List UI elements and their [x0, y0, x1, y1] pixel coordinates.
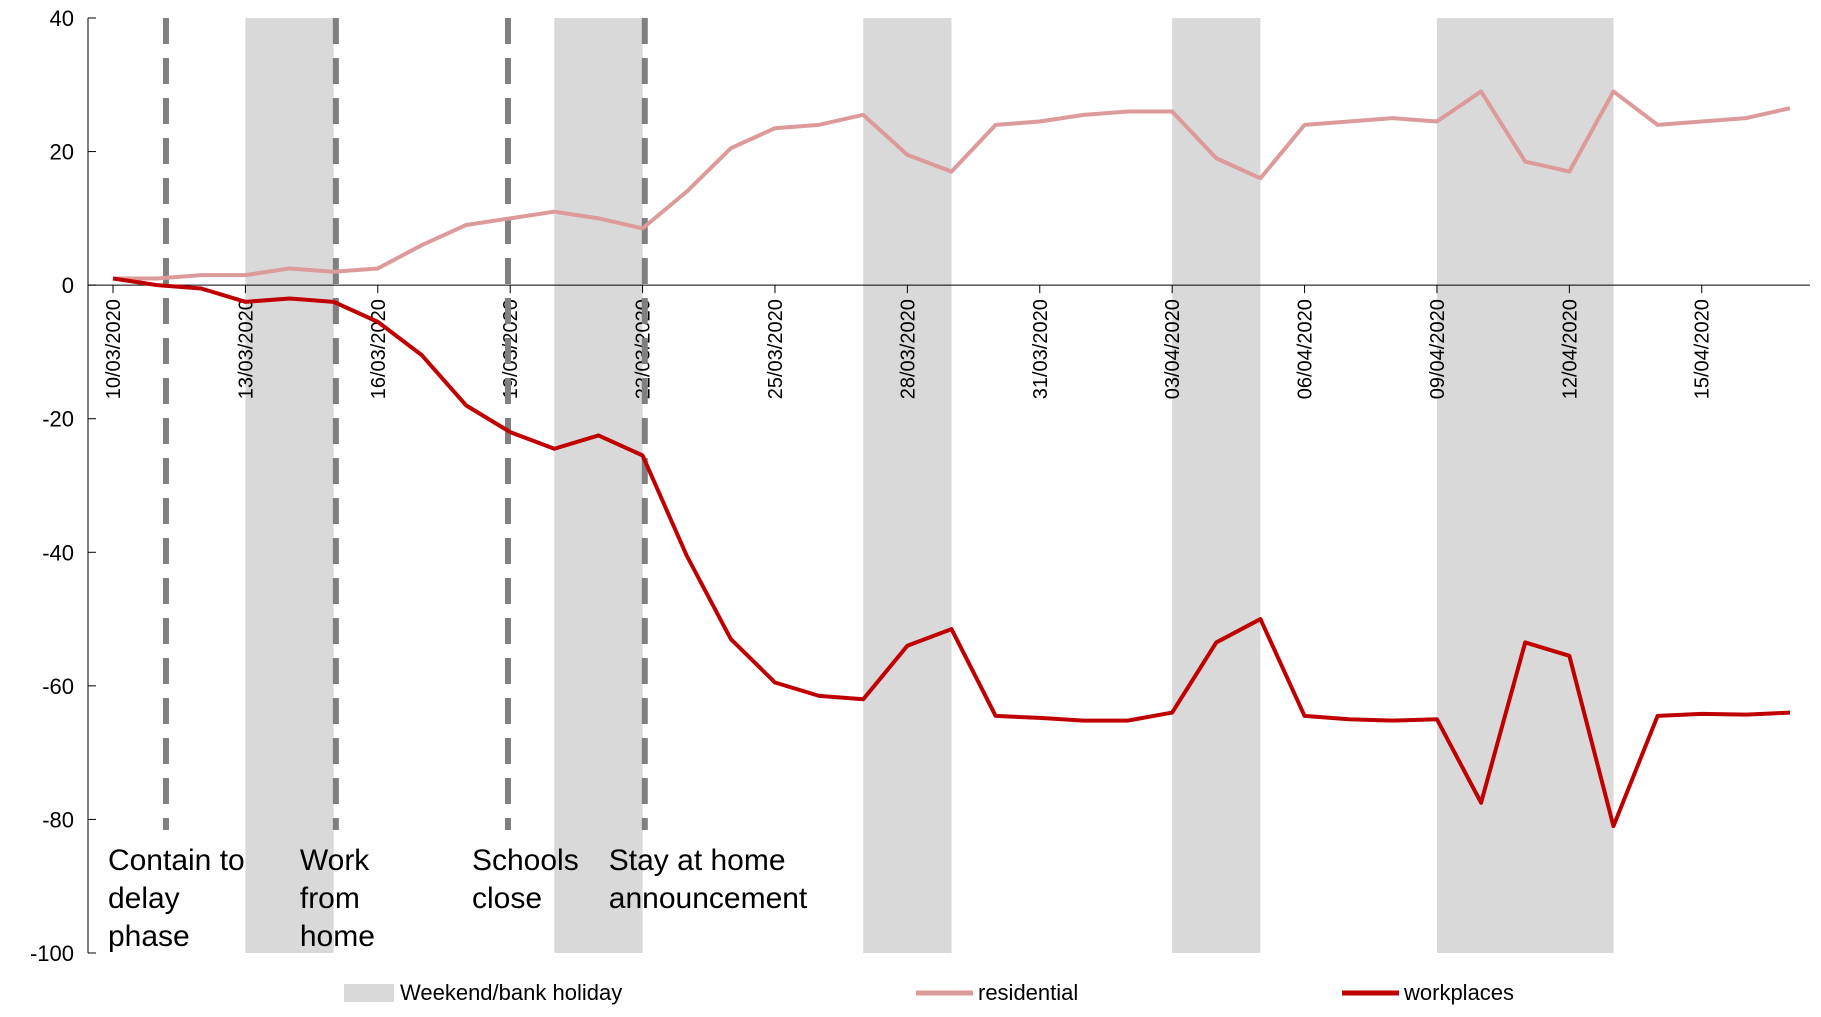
weekend-band-0: [245, 18, 334, 953]
y-tick-label: 20: [50, 140, 74, 165]
weekend-band-2: [863, 18, 952, 953]
x-tick-label: 10/03/2020: [103, 299, 125, 399]
event-annotation: Work: [300, 844, 370, 877]
weekend-band-3: [1172, 18, 1261, 953]
legend-label: workplaces: [1403, 980, 1514, 1005]
x-tick-label: 15/04/2020: [1692, 299, 1714, 399]
y-tick-label: -60: [42, 674, 74, 699]
event-annotation: close: [472, 882, 542, 915]
x-tick-label: 12/04/2020: [1559, 299, 1581, 399]
x-tick-label: 16/03/2020: [368, 299, 390, 399]
y-tick-label: -80: [42, 807, 74, 832]
event-markers-layer: Contain to delay phase Work from home Schools c…: [108, 18, 808, 953]
event-annotation: delay: [108, 882, 180, 915]
series-line-workplaces: [112, 276, 1791, 829]
y-tick-label: 40: [50, 6, 74, 31]
series-layer: [112, 89, 1791, 829]
legend-label: Weekend/bank holiday: [400, 980, 622, 1005]
x-tick-label: 19/03/2020: [500, 299, 522, 399]
event-annotation: announcement: [609, 882, 808, 915]
series-line-residential: [113, 89, 1791, 281]
y-tick-label: -40: [42, 540, 74, 565]
weekend-shading-layer: [245, 18, 1614, 953]
event-annotation: phase: [108, 920, 190, 953]
x-tick-label: 13/03/2020: [235, 299, 257, 399]
weekend-band-4: [1436, 18, 1614, 953]
event-annotation: from: [300, 882, 360, 915]
y-tick-label: 0: [62, 273, 74, 298]
x-tick-label: 03/04/2020: [1162, 299, 1184, 399]
x-tick-label: 06/04/2020: [1295, 299, 1317, 399]
y-axis: 40 20 0 -20 -40 -60 -80 -100: [30, 6, 96, 966]
x-tick-label: 28/03/2020: [897, 299, 919, 399]
y-tick-label: -100: [30, 941, 74, 966]
weekend-band-1: [554, 18, 643, 953]
x-tick-label: 09/04/2020: [1427, 299, 1449, 399]
legend: Weekend/bank holiday residential workplace…: [344, 980, 1514, 1005]
event-annotation: home: [300, 920, 375, 953]
x-axis: 10/03/2020 13/03/2020 16/03/2020 19/03/2020…: [88, 284, 1810, 399]
event-annotation: Contain to: [108, 844, 245, 877]
legend-swatch-box: [344, 984, 394, 1002]
x-tick-label: 25/03/2020: [765, 299, 787, 399]
legend-label: residential: [978, 980, 1078, 1005]
event-annotation: Stay at home: [609, 844, 786, 877]
x-tick-label: 31/03/2020: [1030, 299, 1052, 399]
y-tick-label: -20: [42, 407, 74, 432]
event-annotation: Schools: [472, 844, 579, 877]
